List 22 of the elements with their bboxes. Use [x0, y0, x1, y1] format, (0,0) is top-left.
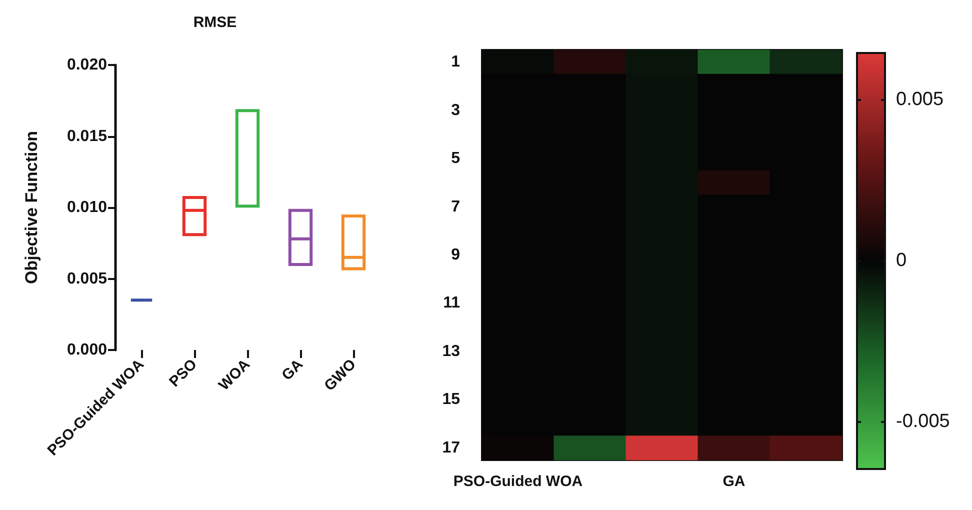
chart-title: RMSE — [193, 14, 237, 31]
y-tick-label: 0.005 — [66, 270, 108, 288]
x-tick-label: PSO-Guided WOA — [453, 473, 583, 490]
y-tick-label: 0.010 — [66, 199, 108, 216]
y-tick-label: 11 — [443, 294, 460, 312]
color-bar-label: -0.005 — [896, 410, 950, 433]
x-tick-label: GA — [278, 356, 307, 384]
y-tick-label: 15 — [442, 391, 460, 408]
y-tick-label: 9 — [451, 246, 460, 264]
y-tick-label: 7 — [451, 198, 460, 216]
y-tick-label: 5 — [451, 150, 460, 168]
y-tick-label: 0.020 — [66, 56, 108, 74]
y-tick-label: 0.000 — [66, 342, 108, 358]
y-tick-label: 17 — [442, 439, 460, 456]
color-bar-label: 0 — [896, 250, 907, 272]
color-bar-label: 0.005 — [896, 89, 944, 112]
y-tick-label: 3 — [451, 102, 460, 119]
y-tick-label: 1 — [451, 54, 460, 71]
y-tick-label: 0.015 — [66, 128, 108, 145]
x-tick-label: GA — [722, 473, 746, 490]
y-axis-title: Objective Function — [22, 130, 41, 284]
y-tick-label: 13 — [442, 342, 460, 360]
